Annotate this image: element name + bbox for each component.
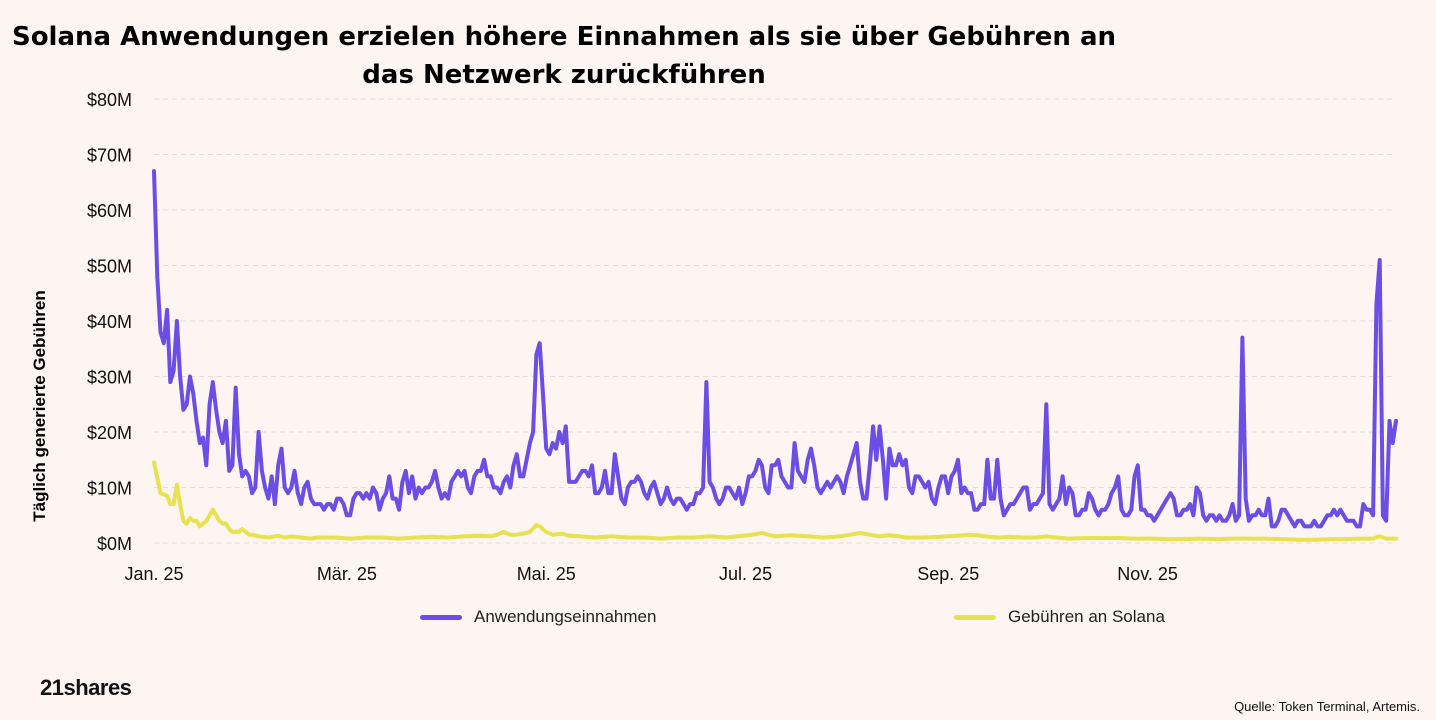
y-tick-label: $60M xyxy=(87,201,132,221)
y-tick-label: $50M xyxy=(87,257,132,277)
x-tick-label: Nov. 25 xyxy=(1117,564,1178,584)
x-tick-label: Jul. 25 xyxy=(719,564,772,584)
gridlines xyxy=(154,98,1396,544)
x-tick-label: Mär. 25 xyxy=(317,564,377,584)
y-tick-label: $30M xyxy=(87,368,132,388)
legend-item-gebuehren-an-solana: Gebühren an Solana xyxy=(954,607,1165,627)
brand-logo: 21shares xyxy=(40,675,132,700)
y-tick-label: $40M xyxy=(87,312,132,332)
y-tick-labels: $0M $10M $20M $30M $40M $50M $60M $70M $80M xyxy=(87,90,132,554)
x-tick-label: Sep. 25 xyxy=(917,564,979,584)
chart-title: Solana Anwendungen erzielen höhere Einna… xyxy=(11,22,1117,90)
y-tick-label: $10M xyxy=(87,479,132,499)
x-tick-label: Jan. 25 xyxy=(124,564,183,584)
legend-label: Gebühren an Solana xyxy=(1008,607,1165,626)
legend-label: Anwendungseinnahmen xyxy=(474,607,657,626)
y-tick-label: $20M xyxy=(87,423,132,443)
legend-swatch-purple xyxy=(420,614,462,620)
x-tick-labels: Jan. 25 Mär. 25 Mai. 25 Jul. 25 Sep. 25 Nov. … xyxy=(124,564,1177,584)
x-tick-label: Mai. 25 xyxy=(517,564,576,584)
series-line-anwendungseinnahmen xyxy=(152,169,1398,529)
y-tick-label: $70M xyxy=(87,146,132,166)
series-line-gebuehren-an-solana xyxy=(152,460,1398,542)
y-tick-label: $80M xyxy=(87,90,132,110)
series-lines xyxy=(152,169,1398,542)
legend-item-anwendungseinnahmen: Anwendungseinnahmen xyxy=(420,607,656,627)
source-note: Quelle: Token Terminal, Artemis. xyxy=(1234,699,1420,714)
legend-swatch-yellow xyxy=(954,614,996,620)
y-tick-label: $0M xyxy=(97,534,132,554)
